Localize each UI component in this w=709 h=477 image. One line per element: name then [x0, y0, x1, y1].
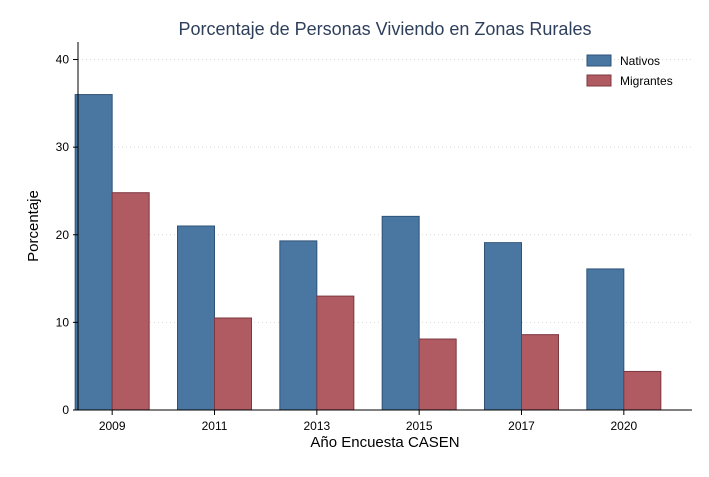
- bar-nativos-2013: [279, 240, 318, 411]
- bar-migrantes-2011: [214, 317, 252, 411]
- x-tick-label: 2011: [202, 419, 228, 433]
- bar-migrantes-2015: [418, 338, 457, 411]
- x-tick-label: 2013: [303, 419, 330, 433]
- y-axis-label: Porcentaje: [25, 190, 42, 262]
- bar-migrantes-2020: [623, 370, 662, 411]
- bar-nativos-2020: [586, 268, 625, 411]
- y-tick-label: 10: [56, 315, 70, 329]
- bar-nativos-2017: [484, 242, 522, 411]
- bar-nativos-2015: [381, 215, 420, 411]
- legend-swatch-migrantes: [586, 74, 612, 87]
- y-tick-label: 40: [56, 53, 70, 67]
- bar-nativos-2011: [177, 225, 215, 411]
- legend: Nativos Migrantes: [586, 54, 673, 88]
- y-tick-label: 0: [62, 403, 69, 417]
- x-tick-label: 2009: [99, 419, 126, 433]
- bar-migrantes-2013: [316, 295, 355, 411]
- x-axis-ticks: 2009 2011 2013 2015 2017 2020: [99, 410, 638, 433]
- x-tick-label: 2020: [610, 419, 637, 433]
- bar-migrantes-2017: [521, 334, 559, 411]
- y-tick-label: 20: [56, 228, 70, 242]
- bar-migrantes-2009: [111, 192, 150, 411]
- chart-title: Porcentaje de Personas Viviendo en Zonas…: [179, 19, 592, 39]
- legend-label-migrantes: Migrantes: [620, 74, 673, 88]
- y-axis-ticks: 0 10 20 30 40: [56, 53, 78, 417]
- legend-swatch-nativos: [586, 54, 612, 67]
- bars: [74, 94, 662, 411]
- x-tick-label: 2017: [508, 419, 535, 433]
- x-tick-label: 2015: [406, 419, 433, 433]
- x-axis-label: Año Encuesta CASEN: [310, 434, 459, 451]
- y-tick-label: 30: [56, 140, 70, 154]
- bar-nativos-2009: [74, 94, 113, 411]
- legend-label-nativos: Nativos: [620, 54, 660, 68]
